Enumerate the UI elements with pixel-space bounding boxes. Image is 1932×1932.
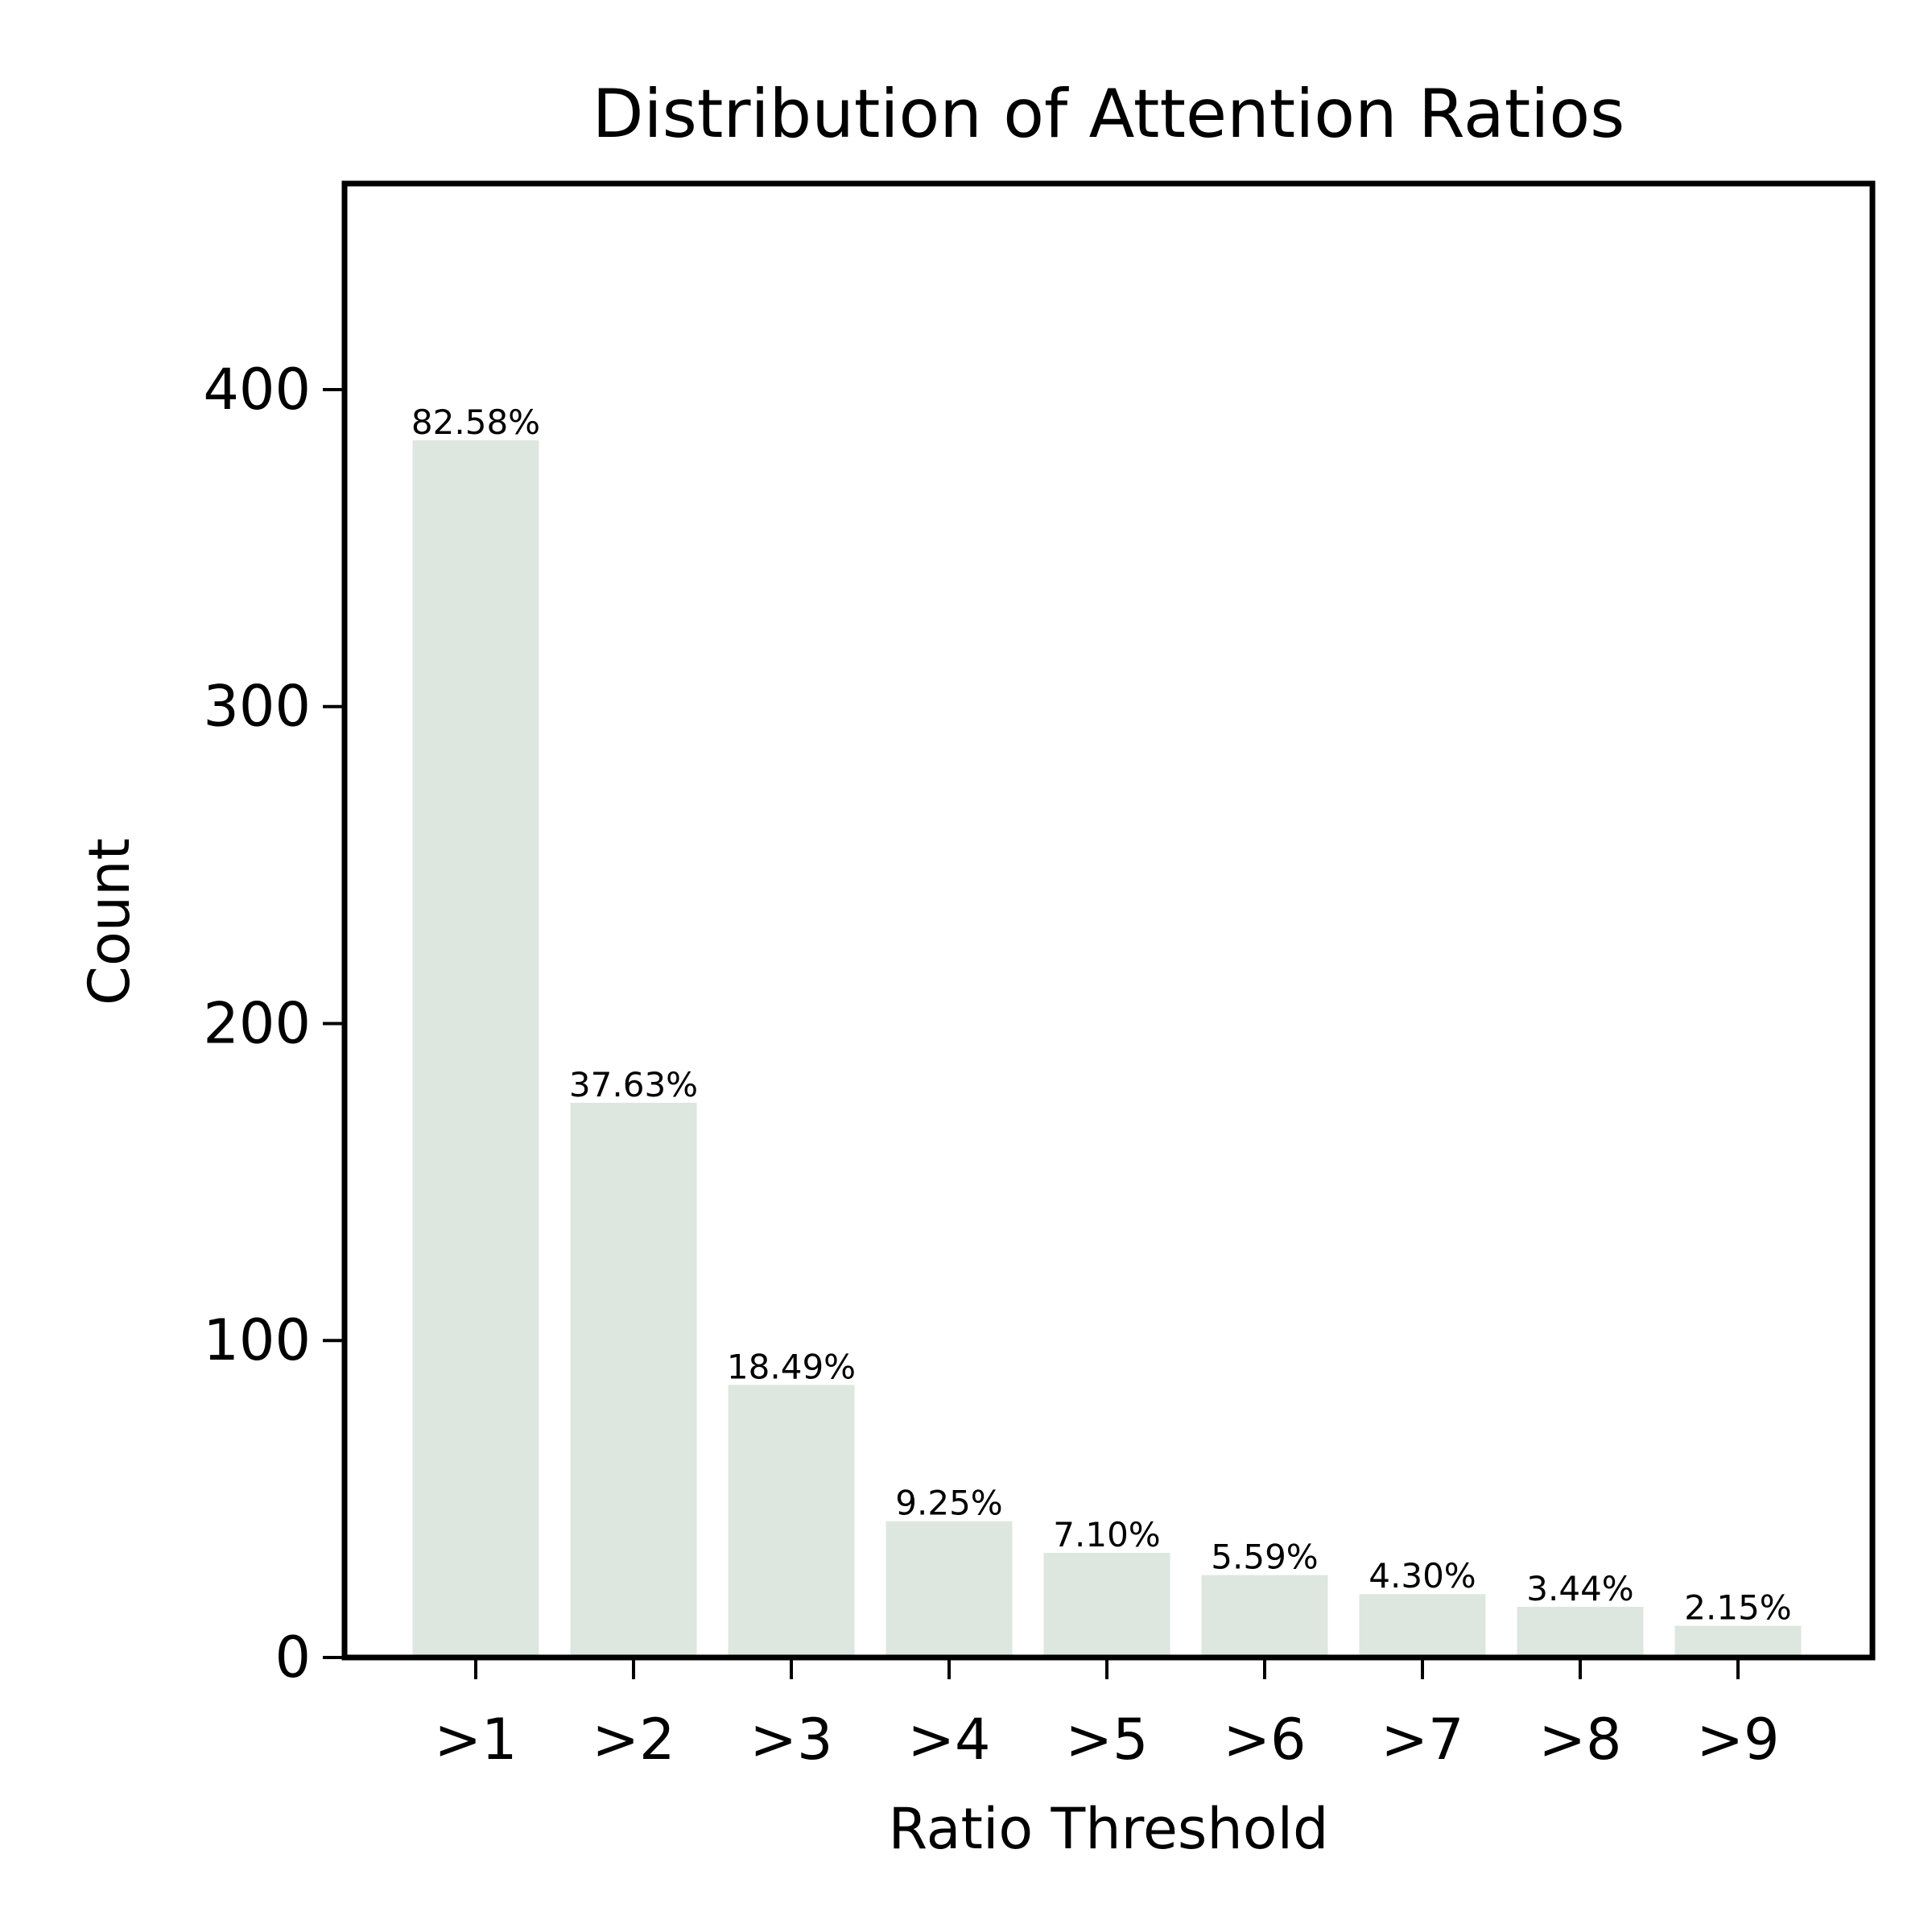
data-label-7: 4.30% [1368, 1556, 1476, 1596]
bar-5 [1043, 1553, 1170, 1657]
x-tick-label-1: >1 [434, 1707, 517, 1773]
y-tick-label-4: 300 [203, 674, 311, 740]
x-tick-label-8: >8 [1538, 1707, 1621, 1773]
bar-4 [886, 1521, 1013, 1657]
data-label-5: 7.10% [1053, 1515, 1160, 1554]
bar-3 [728, 1385, 855, 1657]
data-labels-layer: 82.58% 37.63% 18.49% 9.25% 7.10% 5.59% 4.30% 3.… [411, 402, 1792, 1628]
bar-6 [1201, 1575, 1328, 1657]
x-axis-label: Ratio Threshold [889, 1796, 1329, 1862]
bar-2 [570, 1102, 697, 1657]
bar-9 [1674, 1625, 1802, 1657]
bar-1 [412, 440, 539, 1657]
data-label-9: 2.15% [1684, 1588, 1791, 1628]
x-tick-label-4: >4 [907, 1707, 990, 1773]
plot-frame [341, 180, 1876, 1661]
data-label-1: 82.58% [411, 402, 540, 442]
x-tick-label-6: >6 [1223, 1707, 1306, 1773]
bar-7 [1359, 1594, 1486, 1657]
data-label-8: 3.44% [1526, 1569, 1633, 1608]
data-label-4: 9.25% [895, 1484, 1002, 1523]
bar-8 [1517, 1606, 1644, 1657]
data-label-2: 37.63% [569, 1065, 698, 1104]
y-tick-label-1: 0 [275, 1624, 311, 1690]
x-tick-label-5: >5 [1065, 1707, 1148, 1773]
y-tick-label-2: 100 [203, 1307, 311, 1373]
y-axis-label: Count [76, 838, 142, 1005]
data-label-3: 18.49% [727, 1347, 856, 1386]
x-tick-label-3: >3 [749, 1707, 832, 1773]
x-tick-label-9: >9 [1696, 1707, 1779, 1773]
chart-title: Distribution of Attention Ratios [592, 75, 1625, 153]
y-axis: 0 100 200 300 400 [203, 357, 345, 1690]
x-tick-label-7: >7 [1381, 1707, 1463, 1773]
y-tick-label-5: 400 [203, 357, 311, 423]
data-label-6: 5.59% [1211, 1538, 1318, 1577]
x-axis: >1 >2 >3 >4 >5 >6 >7 >8 >9 [434, 1657, 1780, 1773]
bars-layer [412, 440, 1802, 1657]
y-tick-label-3: 200 [203, 990, 311, 1056]
x-tick-label-2: >2 [592, 1707, 675, 1773]
